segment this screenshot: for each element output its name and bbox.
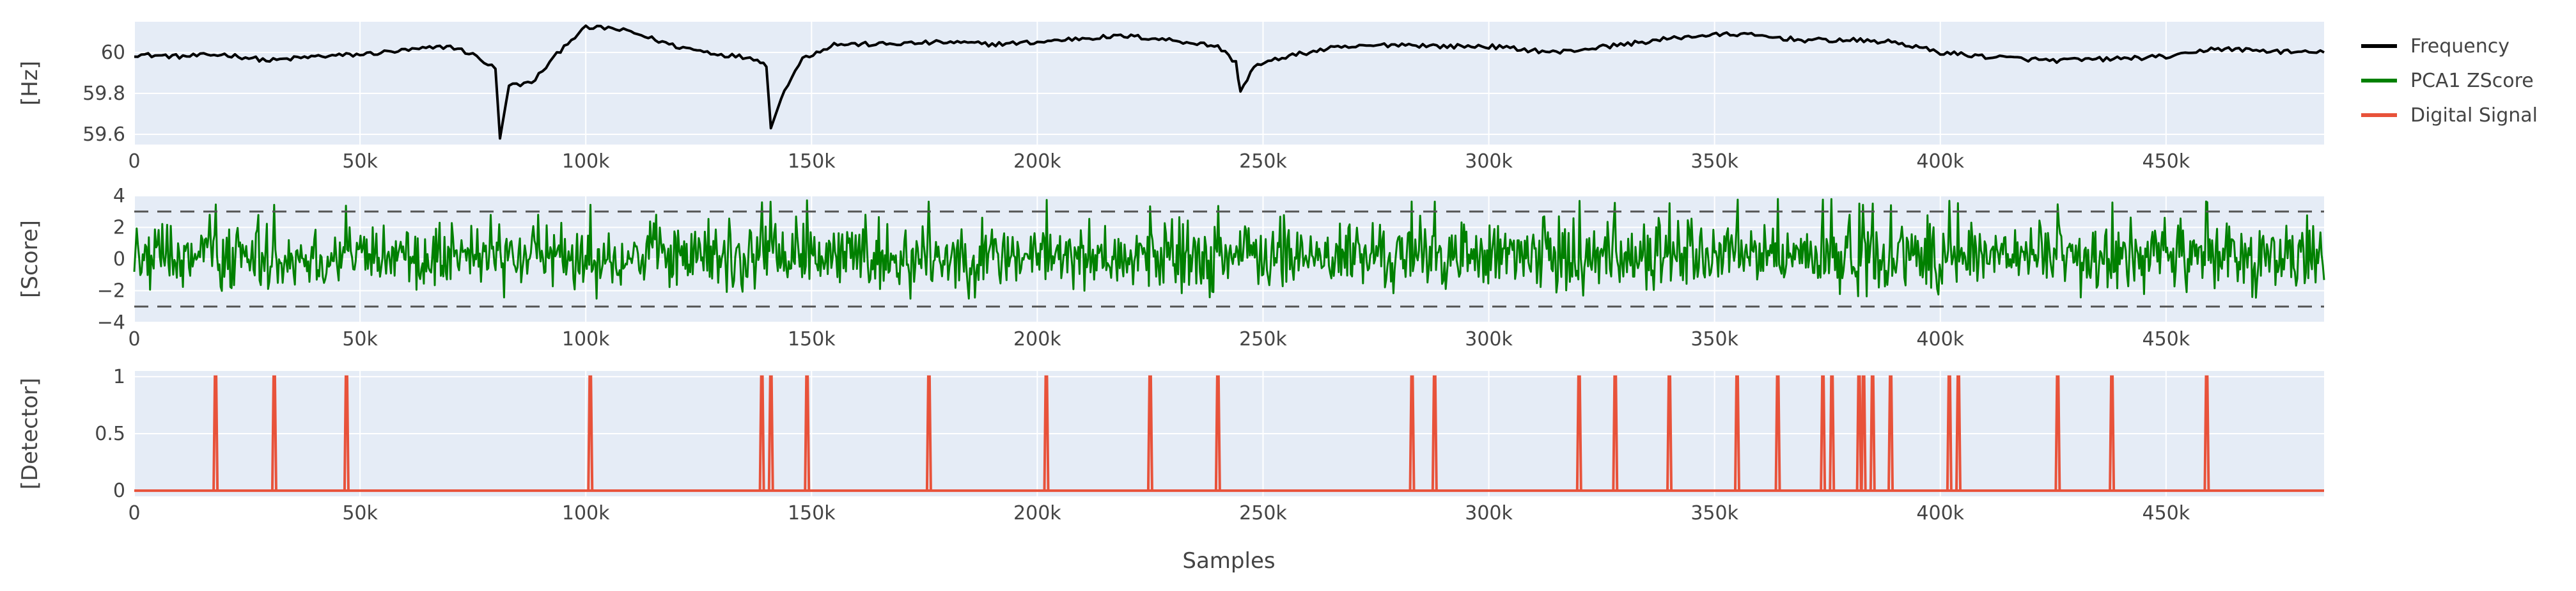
detector-pulse: [1666, 375, 1673, 491]
x-tick-label: 350k: [1690, 328, 1738, 351]
x-tick-label: 150k: [788, 150, 836, 173]
x-tick-label: 0: [128, 502, 140, 524]
detector-pulse: [925, 375, 932, 491]
frequency-x-ticks: 0 50k 100k 150k 200k 250k 300k 350k 400k 450k: [128, 150, 2190, 173]
x-tick-label: 0: [128, 150, 140, 173]
x-tick-label: 350k: [1690, 502, 1738, 524]
detector-panel: 0 50k 100k 150k 200k 250k 300k 350k 400k 450k 00.…: [17, 366, 2324, 574]
frequency-plot-background: [134, 22, 2324, 145]
x-tick-label: 300k: [1465, 502, 1513, 524]
zscore-line: [133, 198, 2325, 300]
x-tick-label: 200k: [1013, 328, 1061, 351]
x-tick-label: 150k: [788, 502, 836, 524]
legend-label-frequency: Frequency: [2410, 35, 2510, 58]
x-tick-label: 100k: [562, 328, 610, 351]
legend-label-pca1-zscore: PCA1 ZScore: [2410, 70, 2534, 92]
detector-pulse: [758, 375, 765, 491]
x-tick-label: 450k: [2143, 328, 2190, 351]
zscore-series: [133, 198, 2325, 300]
detector-pulse: [1774, 375, 1781, 491]
detector-pulse: [1612, 375, 1619, 491]
x-tick-label: 450k: [2143, 502, 2190, 524]
detector-pulse: [804, 375, 811, 491]
x-tick-label: 250k: [1239, 502, 1287, 524]
x-tick-label: 450k: [2143, 150, 2190, 173]
detector-x-ticks: 0 50k 100k 150k 200k 250k 300k 350k 400k 450k: [128, 502, 2190, 524]
detector-pulse: [1869, 375, 1876, 491]
detector-y-ticks: 00.51: [95, 366, 125, 502]
x-tick-label: 50k: [342, 150, 378, 173]
x-tick-label: 250k: [1239, 328, 1287, 351]
detector-pulse: [1829, 375, 1836, 491]
x-tick-label: 200k: [1013, 502, 1061, 524]
x-tick-label: 250k: [1239, 150, 1287, 173]
zscore-panel: 0 50k 100k 150k 200k 250k 300k 350k 400k 450k −4−…: [17, 185, 2325, 351]
zscore-y-ticks: −4 −2 0 2 4: [97, 185, 125, 334]
detector-pulse: [2109, 375, 2116, 491]
detector-pulse: [1855, 375, 1862, 491]
y-tick-label: 59.6: [82, 123, 125, 146]
y-tick-label: −4: [97, 311, 125, 334]
detector-pulse: [1409, 375, 1416, 491]
x-tick-label: 150k: [788, 328, 836, 351]
legend-item-pca1-zscore[interactable]: PCA1 ZScore: [2361, 70, 2534, 92]
detector-series: [134, 375, 2324, 492]
detector-pulse: [1887, 375, 1894, 491]
x-tick-label: 0: [128, 328, 140, 351]
x-axis-title: Samples: [1182, 548, 1275, 574]
zscore-y-axis-title: [Score]: [17, 220, 43, 298]
frequency-line: [134, 24, 2325, 140]
detector-pulse: [767, 375, 774, 491]
x-tick-label: 200k: [1013, 150, 1061, 173]
x-tick-label: 400k: [1916, 502, 1964, 524]
detector-pulse: [1575, 375, 1582, 491]
y-tick-label: 4: [113, 185, 125, 207]
y-tick-label: 1: [113, 366, 125, 388]
detector-pulse: [1955, 375, 1962, 491]
legend-item-frequency[interactable]: Frequency: [2361, 35, 2510, 58]
detector-pulse: [1146, 375, 1153, 491]
legend-item-digital-signal[interactable]: Digital Signal: [2361, 104, 2538, 127]
x-tick-label: 50k: [342, 328, 378, 351]
y-tick-label: 0.5: [95, 423, 125, 445]
x-tick-label: 100k: [562, 502, 610, 524]
y-tick-label: 0: [113, 480, 125, 502]
zscore-x-ticks: 0 50k 100k 150k 200k 250k 300k 350k 400k 450k: [128, 328, 2190, 351]
y-tick-label: −2: [97, 280, 125, 303]
y-tick-label: 0: [113, 248, 125, 271]
detector-pulse: [1946, 375, 1953, 491]
x-tick-label: 400k: [1916, 150, 1964, 173]
detector-pulse: [1431, 375, 1438, 491]
y-tick-label: 60: [101, 42, 125, 64]
y-tick-label: 2: [113, 217, 125, 239]
x-tick-label: 350k: [1690, 150, 1738, 173]
frequency-panel: 0 50k 100k 150k 200k 250k 300k 350k 400k 450k 59.…: [17, 22, 2325, 173]
frequency-y-axis-title: [Hz]: [17, 61, 43, 106]
x-tick-label: 50k: [342, 502, 378, 524]
detector-pulse: [587, 375, 594, 491]
x-tick-label: 300k: [1465, 150, 1513, 173]
detector-pulse: [270, 375, 277, 491]
frequency-y-ticks: 59.6 59.8 60: [82, 42, 125, 146]
detector-pulse: [1043, 375, 1050, 491]
y-tick-label: 59.8: [82, 83, 125, 105]
detector-pulse: [2054, 375, 2061, 491]
detector-pulse: [1860, 375, 1867, 491]
legend: Frequency PCA1 ZScore Digital Signal: [2361, 35, 2538, 127]
legend-label-digital-signal: Digital Signal: [2410, 104, 2538, 127]
x-tick-label: 100k: [562, 150, 610, 173]
detector-pulse: [2203, 375, 2210, 491]
frequency-series: [134, 24, 2325, 140]
detector-y-axis-title: [Detector]: [17, 378, 43, 490]
detector-pulse: [343, 375, 350, 491]
x-tick-label: 400k: [1916, 328, 1964, 351]
zscore-threshold-lines: [134, 210, 2324, 308]
detector-pulse: [212, 375, 219, 491]
detector-pulse: [1733, 375, 1740, 491]
detector-pulse: [1820, 375, 1827, 491]
x-tick-label: 300k: [1465, 328, 1513, 351]
detector-pulse: [1214, 375, 1221, 491]
